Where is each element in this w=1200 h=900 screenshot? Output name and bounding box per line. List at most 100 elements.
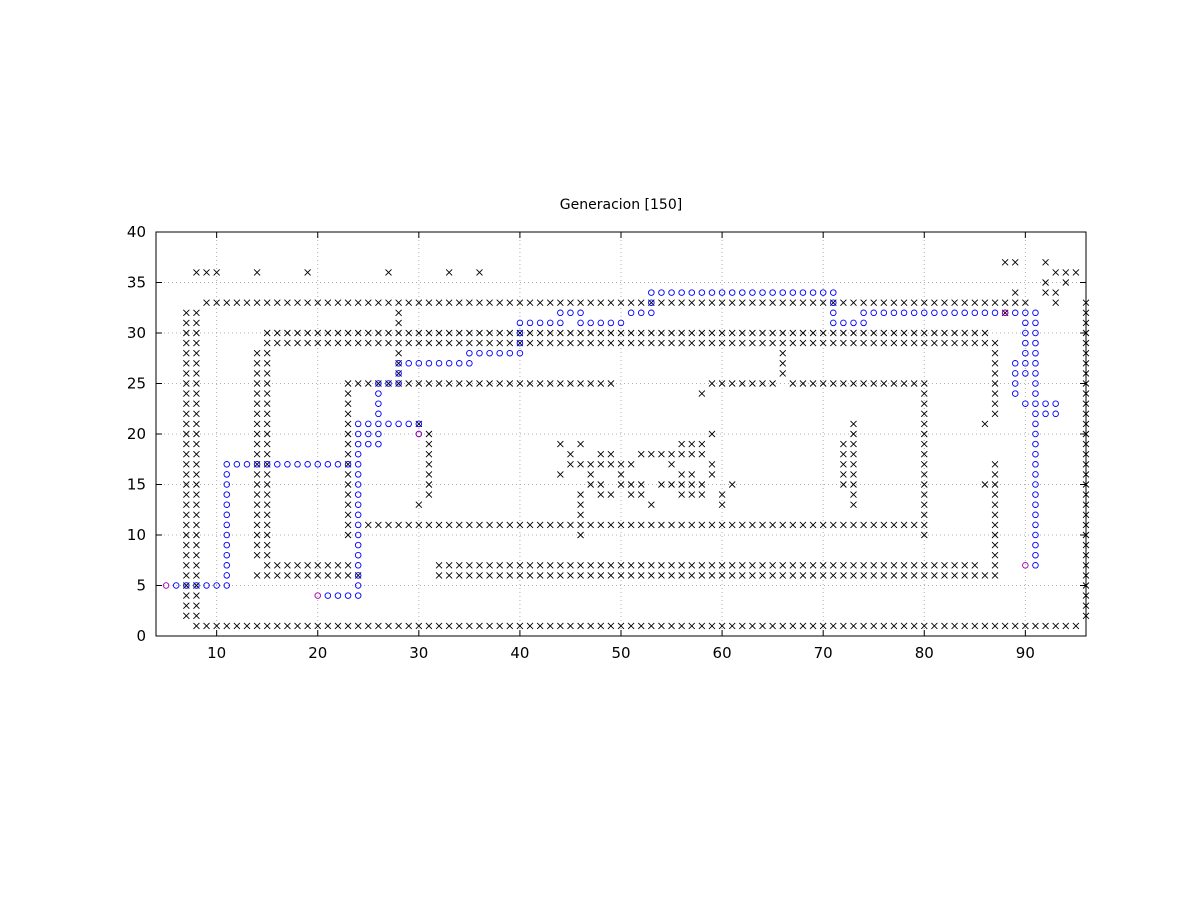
wall-point bbox=[263, 440, 271, 448]
wall-point bbox=[1052, 269, 1059, 276]
path-point bbox=[921, 309, 928, 317]
wall-point bbox=[334, 339, 342, 347]
wall-point bbox=[587, 471, 594, 478]
wall-point bbox=[951, 561, 958, 569]
wall-point bbox=[516, 380, 524, 387]
path-point bbox=[516, 319, 524, 327]
wall-point bbox=[617, 521, 625, 529]
wall-point bbox=[587, 380, 594, 387]
wall-point bbox=[728, 521, 736, 529]
wall-point bbox=[870, 622, 878, 630]
path-point bbox=[1022, 329, 1029, 337]
wall-point bbox=[526, 572, 534, 579]
wall-point bbox=[486, 329, 493, 337]
wall-point bbox=[728, 561, 736, 569]
wall-point bbox=[354, 380, 362, 387]
wall-point bbox=[597, 561, 605, 569]
wall-point bbox=[344, 471, 352, 478]
wall-point bbox=[900, 521, 908, 529]
wall-point bbox=[375, 339, 382, 347]
wall-point bbox=[516, 521, 524, 529]
wall-point bbox=[223, 299, 231, 307]
wall-point bbox=[263, 551, 271, 559]
wall-point bbox=[435, 339, 443, 347]
wall-point bbox=[405, 339, 413, 347]
wall-point bbox=[506, 339, 514, 347]
wall-point bbox=[607, 491, 615, 498]
wall-point bbox=[1062, 279, 1070, 286]
wall-point bbox=[920, 390, 928, 397]
wall-point bbox=[455, 521, 463, 529]
wall-point bbox=[931, 339, 938, 347]
wall-point bbox=[850, 329, 857, 337]
path-point bbox=[648, 289, 655, 296]
wall-point bbox=[941, 572, 948, 579]
wall-point bbox=[971, 561, 979, 569]
wall-point bbox=[850, 491, 857, 498]
path-point bbox=[496, 349, 503, 357]
wall-point bbox=[698, 329, 706, 337]
path-point bbox=[830, 319, 837, 327]
path-point bbox=[1032, 360, 1039, 367]
wall-point bbox=[587, 521, 594, 529]
wall-point bbox=[708, 460, 716, 468]
wall-point bbox=[324, 299, 332, 307]
wall-point bbox=[567, 572, 574, 579]
wall-point bbox=[193, 390, 200, 397]
wall-point bbox=[981, 572, 989, 579]
wall-point bbox=[233, 299, 241, 307]
wall-point bbox=[718, 561, 726, 569]
path-point bbox=[385, 420, 392, 428]
wall-point bbox=[455, 329, 463, 337]
path-point bbox=[405, 360, 412, 367]
wall-point bbox=[587, 460, 594, 468]
wall-point bbox=[193, 370, 200, 377]
wall-point bbox=[577, 299, 584, 307]
wall-point bbox=[1052, 622, 1059, 630]
wall-point bbox=[920, 400, 928, 408]
wall-point bbox=[344, 521, 352, 529]
path-point bbox=[1032, 531, 1039, 539]
wall-point bbox=[344, 511, 352, 519]
wall-point bbox=[577, 622, 584, 630]
wall-point bbox=[263, 329, 271, 337]
path-point bbox=[1052, 400, 1059, 407]
wall-point bbox=[435, 329, 443, 337]
wall-point bbox=[546, 572, 554, 579]
wall-point bbox=[799, 299, 807, 307]
path-point bbox=[415, 360, 423, 367]
wall-point bbox=[597, 380, 605, 387]
path-point bbox=[1022, 360, 1029, 367]
wall-point bbox=[193, 460, 200, 468]
wall-point bbox=[193, 471, 200, 478]
wall-point bbox=[920, 511, 928, 519]
wall-point bbox=[698, 622, 706, 630]
path-point bbox=[233, 461, 241, 468]
wall-point bbox=[789, 561, 797, 569]
wall-point bbox=[344, 531, 352, 539]
wall-point bbox=[637, 572, 645, 579]
wall-point bbox=[900, 329, 908, 337]
wall-point bbox=[415, 501, 423, 509]
wall-point bbox=[193, 622, 200, 630]
wall-point bbox=[577, 521, 584, 529]
path-point bbox=[1011, 370, 1019, 377]
wall-point bbox=[506, 521, 514, 529]
wall-point bbox=[1032, 622, 1039, 630]
path-point bbox=[1032, 551, 1039, 559]
wall-point bbox=[819, 561, 827, 569]
wall-point bbox=[749, 329, 756, 337]
path-point bbox=[749, 289, 756, 296]
wall-point bbox=[183, 420, 190, 428]
wall-point bbox=[577, 511, 584, 519]
wall-point bbox=[506, 622, 514, 630]
wall-point bbox=[637, 299, 645, 307]
wall-point bbox=[344, 572, 352, 579]
path-point bbox=[627, 309, 635, 317]
x-tick-label: 60 bbox=[713, 644, 732, 662]
wall-point bbox=[678, 561, 685, 569]
path-point bbox=[395, 360, 402, 367]
path-point bbox=[577, 319, 584, 327]
path-point bbox=[506, 349, 514, 357]
wall-point bbox=[243, 622, 251, 630]
